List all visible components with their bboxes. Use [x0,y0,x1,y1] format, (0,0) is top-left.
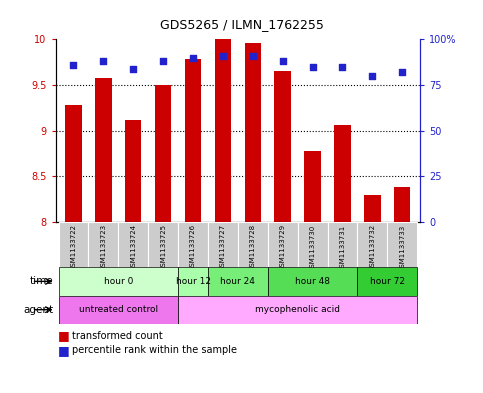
Text: hour 72: hour 72 [370,277,405,286]
Point [369,73,376,79]
Bar [357,222,387,267]
Bar [178,267,208,296]
Bar [268,267,357,296]
Bar [118,222,148,267]
Bar [298,222,327,267]
Text: percentile rank within the sample: percentile rank within the sample [72,345,238,355]
Text: GSM1133725: GSM1133725 [160,224,166,271]
Bar [148,222,178,267]
Text: GSM1133724: GSM1133724 [130,224,136,271]
Bar [357,267,417,296]
Text: hour 0: hour 0 [104,277,133,286]
Text: untreated control: untreated control [79,305,158,314]
Point [398,69,406,75]
Point [129,65,137,72]
Point [279,58,286,64]
Bar [244,43,261,222]
Bar [268,222,298,267]
Bar [58,222,88,267]
Bar [88,222,118,267]
Bar [304,151,321,222]
Text: hour 12: hour 12 [175,277,211,286]
Text: agent: agent [23,305,53,315]
Text: GSM1133733: GSM1133733 [399,224,405,272]
Text: ■: ■ [58,343,70,357]
Bar [185,59,201,222]
Bar [238,222,268,267]
Point [70,62,77,68]
Bar [334,125,351,222]
Text: GSM1133728: GSM1133728 [250,224,256,272]
Bar [178,296,417,324]
Point [189,54,197,61]
Bar [58,267,178,296]
Text: transformed count: transformed count [72,331,163,341]
Point [159,58,167,64]
Bar [274,71,291,222]
Text: GSM1133722: GSM1133722 [71,224,76,271]
Text: GSM1133729: GSM1133729 [280,224,286,272]
Bar [95,78,112,222]
Text: hour 48: hour 48 [295,277,330,286]
Point [309,64,316,70]
Bar [215,39,231,222]
Bar [58,296,178,324]
Text: GSM1133732: GSM1133732 [369,224,375,272]
Point [339,64,346,70]
Text: hour 24: hour 24 [220,277,256,286]
Text: GSM1133731: GSM1133731 [340,224,345,272]
Point [219,53,227,59]
Bar [327,222,357,267]
Bar [155,85,171,222]
Text: mycophenolic acid: mycophenolic acid [255,305,340,314]
Bar [394,187,411,222]
Bar [178,222,208,267]
Point [99,58,107,64]
Bar [208,222,238,267]
Point [249,53,256,59]
Text: GSM1133726: GSM1133726 [190,224,196,272]
Bar [65,105,82,222]
Text: ■: ■ [58,329,70,342]
Bar [208,267,268,296]
Text: time: time [29,276,53,286]
Text: GSM1133730: GSM1133730 [310,224,315,272]
Bar [387,222,417,267]
Text: GSM1133723: GSM1133723 [100,224,106,272]
Text: GDS5265 / ILMN_1762255: GDS5265 / ILMN_1762255 [159,18,324,31]
Bar [364,195,381,222]
Bar [125,120,142,222]
Text: GSM1133727: GSM1133727 [220,224,226,272]
